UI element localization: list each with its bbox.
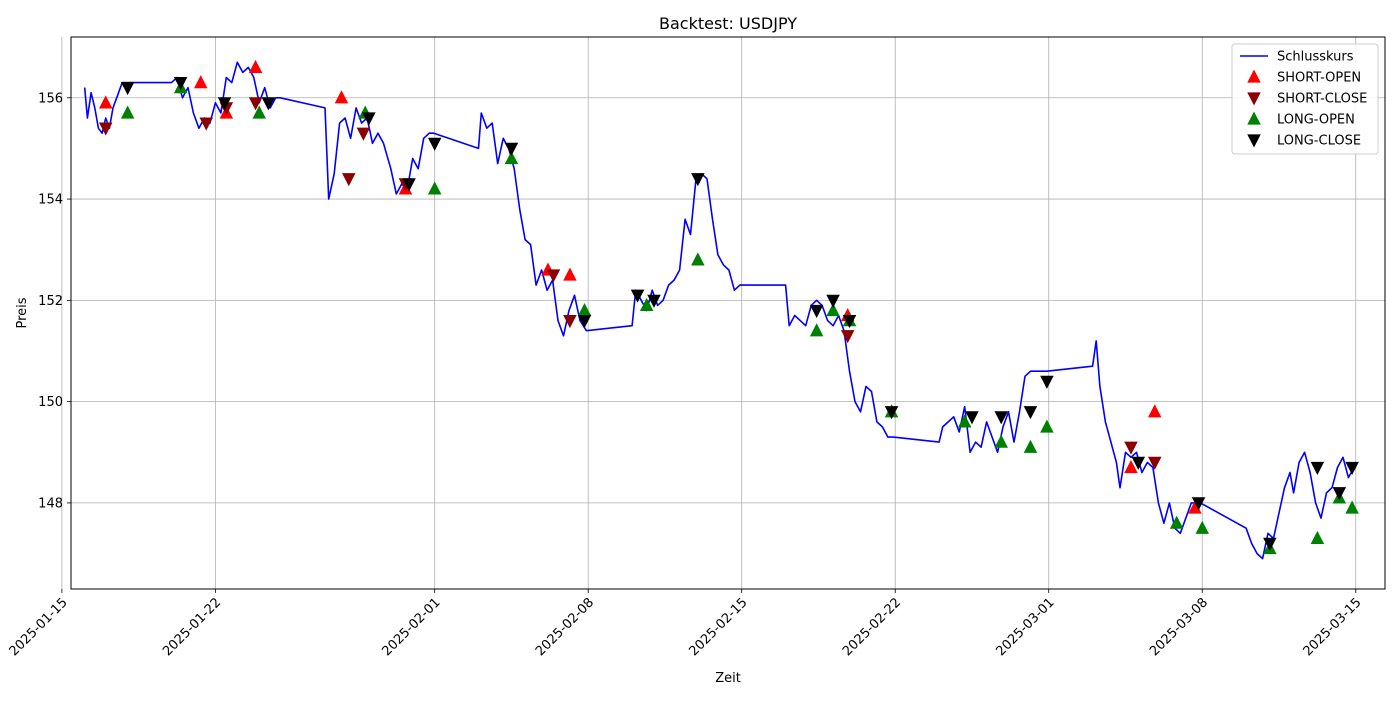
short-open-marker [1124, 459, 1138, 474]
short-open-marker [98, 95, 113, 109]
short-close-marker [98, 122, 113, 136]
long-close-marker [402, 178, 416, 192]
chart-title: Backtest: USDJPY [659, 14, 797, 33]
short-open-marker [1147, 404, 1162, 418]
long-close-marker [504, 142, 519, 156]
legend-label: LONG-CLOSE [1277, 134, 1361, 149]
trade-markers [98, 59, 1359, 555]
long-open-marker [691, 252, 705, 266]
long-close-marker [826, 294, 840, 308]
long-close-marker [1345, 461, 1359, 475]
legend-marker-swatch [1247, 111, 1261, 125]
legend-marker-swatch [1247, 92, 1261, 106]
x-tick-label: 2025-02-01 [379, 595, 443, 659]
long-close-marker [1191, 497, 1206, 511]
long-open-marker [427, 181, 442, 195]
long-close-marker [809, 304, 824, 318]
long-close-marker [842, 314, 857, 329]
y-tick-label: 150 [38, 395, 63, 410]
long-open-marker [826, 302, 840, 317]
legend-marker-swatch [1247, 69, 1261, 83]
long-close-marker [1263, 537, 1277, 551]
short-close-marker [356, 127, 371, 141]
legend-marker-swatch [1247, 134, 1261, 148]
short-open-marker [194, 75, 208, 89]
long-open-marker [1169, 515, 1184, 529]
long-close-marker [994, 411, 1008, 425]
long-open-marker [1310, 530, 1325, 544]
short-close-marker [840, 330, 855, 344]
long-close-marker [630, 289, 645, 303]
long-close-marker [647, 294, 661, 308]
legend-label: LONG-OPEN [1277, 113, 1355, 128]
legend-label: SHORT-CLOSE [1277, 92, 1367, 107]
short-close-marker [546, 269, 561, 283]
x-tick-label: 2025-03-01 [994, 595, 1058, 659]
long-close-marker [691, 173, 705, 187]
short-close-marker [342, 173, 356, 187]
legend-label: Schlusskurs [1277, 50, 1354, 65]
long-close-marker [1131, 456, 1146, 470]
long-close-marker [261, 97, 276, 111]
long-open-marker [994, 434, 1008, 448]
short-close-marker [248, 97, 263, 111]
long-open-marker [1195, 520, 1209, 534]
x-tick-label: 2025-01-22 [160, 595, 224, 659]
long-close-marker [173, 76, 188, 91]
axes: 2025-01-15 2025-01-22 2025-02-01 2025-02-08… [7, 91, 1365, 659]
long-close-marker [577, 314, 592, 329]
legend: Schlusskurs SHORT-OPEN SHORT-CLOSE LONG-OPE… [1231, 43, 1379, 155]
legend-label: SHORT-OPEN [1277, 71, 1361, 86]
plot-frame [70, 36, 1386, 590]
x-tick-label: 2025-02-15 [686, 595, 750, 659]
long-close-marker [120, 82, 135, 96]
grid-lines [61, 37, 1385, 589]
x-tick-label: 2025-03-15 [1301, 595, 1365, 659]
y-tick-label: 156 [38, 91, 63, 106]
long-open-marker [957, 414, 972, 428]
x-axis-label: Zeit [715, 671, 741, 686]
long-close-marker [1040, 375, 1054, 389]
y-axis-label: Preis [15, 297, 30, 328]
long-open-marker [639, 297, 654, 312]
long-close-marker [884, 406, 899, 420]
long-open-marker [809, 323, 824, 337]
long-open-marker [504, 151, 519, 165]
short-open-marker [248, 59, 263, 74]
legend-box [1231, 43, 1379, 155]
close-price-line [83, 61, 1355, 560]
price-series [83, 61, 1355, 560]
long-open-marker [252, 105, 266, 119]
long-open-marker [577, 302, 592, 317]
y-tick-label: 154 [38, 193, 63, 208]
x-tick-label: 2025-01-15 [7, 595, 71, 659]
long-close-marker [427, 137, 442, 151]
y-tick-label: 152 [38, 294, 63, 309]
long-close-marker [362, 112, 376, 126]
short-close-marker [563, 314, 577, 329]
long-open-marker [1040, 419, 1054, 433]
long-close-marker [1310, 461, 1325, 475]
short-open-marker [334, 90, 349, 104]
short-close-marker [1124, 441, 1138, 455]
x-tick-label: 2025-03-08 [1147, 595, 1211, 659]
short-open-marker [1188, 500, 1202, 514]
y-tick-label: 148 [38, 496, 63, 511]
x-tick-label: 2025-02-08 [533, 595, 597, 659]
long-close-marker [1332, 487, 1347, 501]
x-tick-label: 2025-02-22 [840, 595, 904, 659]
long-open-marker [1345, 500, 1359, 514]
short-close-marker [199, 117, 213, 131]
long-open-marker [120, 105, 135, 119]
long-close-marker [965, 411, 979, 425]
short-open-marker [563, 267, 577, 281]
long-open-marker [1023, 439, 1038, 453]
short-close-marker [1147, 456, 1162, 470]
long-close-marker [1023, 406, 1038, 420]
long-close-marker [217, 97, 232, 111]
